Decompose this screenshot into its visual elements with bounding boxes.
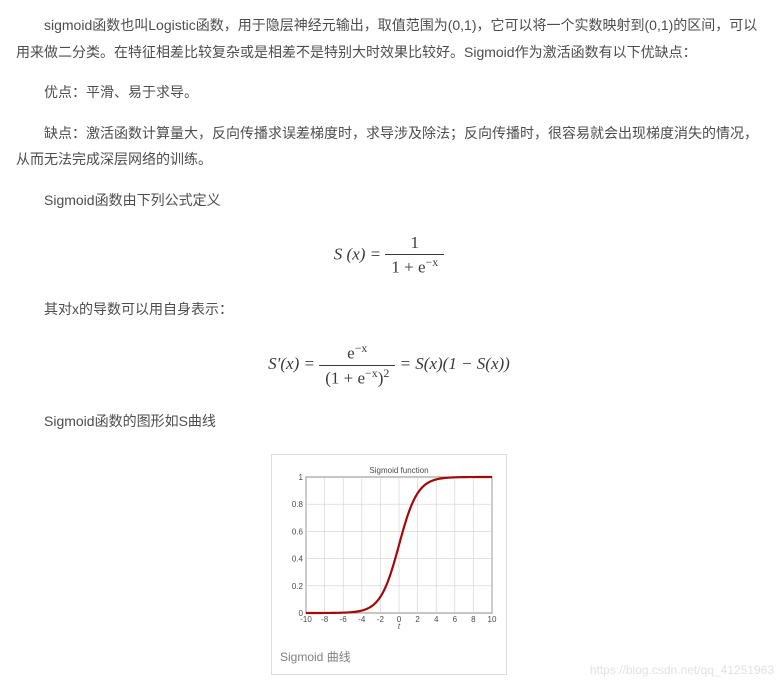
svg-text:10: 10: [488, 615, 497, 624]
den-pre: 1 + e: [391, 257, 425, 276]
svg-text:-6: -6: [340, 615, 348, 624]
den2-pre: (1 + e: [325, 368, 365, 387]
formula-sigmoid: S (x) = 1 1 + e−x: [16, 232, 762, 279]
svg-text:-4: -4: [358, 615, 366, 624]
den-exp: −x: [426, 255, 439, 269]
formula-derivative: S′(x) = e−x (1 + e−x)2 = S(x)(1 − S(x)): [16, 341, 762, 390]
paragraph-pros: 优点：平滑、易于求导。: [16, 79, 762, 106]
paragraph-intro: sigmoid函数也叫Logistic函数，用于隐层神经元输出，取值范围为(0,…: [16, 12, 762, 65]
formula2-rhs: = S(x)(1 − S(x)): [400, 354, 510, 373]
den2-exp: −x: [365, 366, 378, 380]
formula2-denominator: (1 + e−x)2: [319, 366, 395, 390]
den2-sq: 2: [383, 366, 389, 380]
svg-text:0.4: 0.4: [292, 555, 304, 564]
paragraph-derivative: 其对x的导数可以用自身表示：: [16, 296, 762, 323]
paragraph-cons: 缺点：激活函数计算量大，反向传播求误差梯度时，求导涉及除法；反向传播时，很容易就…: [16, 120, 762, 173]
svg-text:-8: -8: [321, 615, 329, 624]
num-pre: e: [347, 344, 355, 363]
svg-text:-2: -2: [377, 615, 385, 624]
formula-lhs: S (x) =: [334, 244, 386, 263]
formula2-lhs: S′(x) =: [268, 354, 319, 373]
svg-text:1: 1: [299, 473, 304, 482]
svg-text:0.6: 0.6: [292, 527, 304, 536]
paragraph-graph-intro: Sigmoid函数的图形如S曲线: [16, 408, 762, 435]
figure-caption: Sigmoid 曲线: [280, 640, 498, 669]
num-exp: −x: [355, 341, 368, 355]
svg-text:8: 8: [471, 615, 476, 624]
svg-text:6: 6: [453, 615, 458, 624]
formula-denominator: 1 + e−x: [385, 255, 444, 279]
svg-text:2: 2: [415, 615, 420, 624]
svg-text:0.8: 0.8: [292, 500, 304, 509]
svg-text:0.2: 0.2: [292, 582, 304, 591]
svg-text:4: 4: [434, 615, 439, 624]
paragraph-formula-intro: Sigmoid函数由下列公式定义: [16, 187, 762, 214]
formula2-numerator: e−x: [319, 341, 395, 366]
formula-numerator: 1: [385, 232, 444, 255]
svg-text:0: 0: [299, 609, 304, 618]
svg-text:Sigmoid function: Sigmoid function: [369, 466, 428, 475]
sigmoid-chart: -10-8-6-4-2024681000.20.40.60.81Sigmoid …: [280, 463, 498, 631]
figure-sigmoid: -10-8-6-4-2024681000.20.40.60.81Sigmoid …: [271, 454, 507, 675]
